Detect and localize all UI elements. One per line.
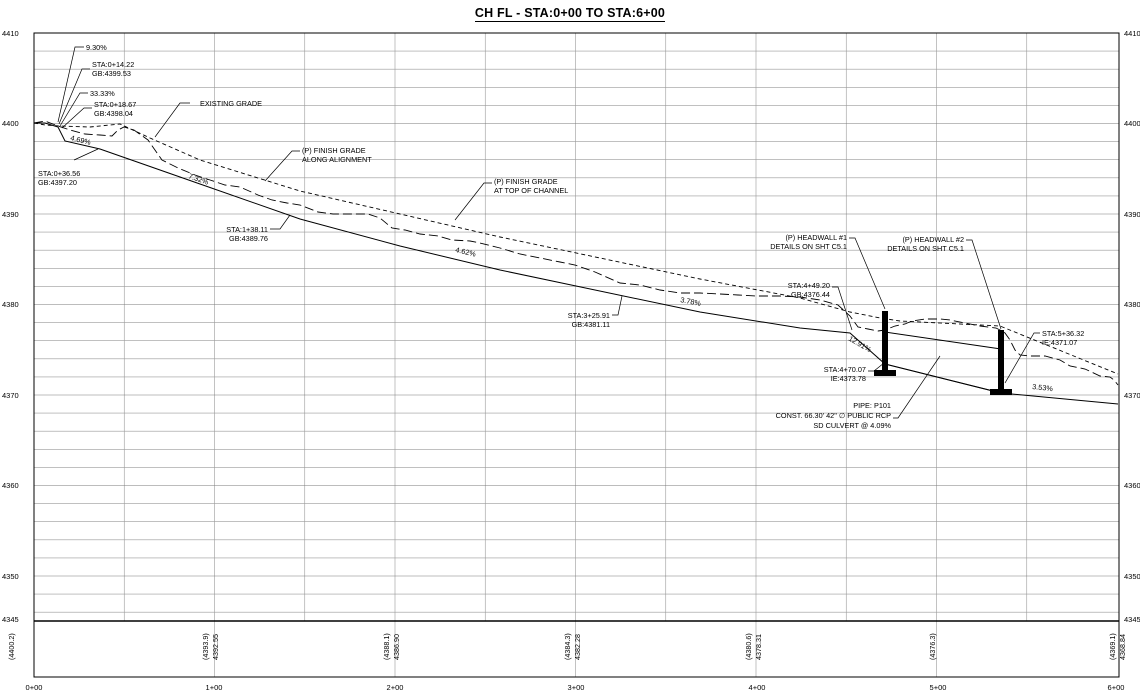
y-label-right: 4390 [1124,210,1140,219]
headwall-1 [874,311,896,376]
y-label-left: 4350 [2,572,19,581]
y-label-left: 4390 [2,210,19,219]
y-axis-left: 4410 4400 4390 4380 4370 4360 4350 4345 [2,29,19,624]
station-label: STA:1+38.11 [226,225,268,234]
slope-label: 3.78% [680,295,703,308]
y-label-left: 4410 [2,29,19,38]
grade-label: 9.30% [86,43,107,52]
x-label: 4+00 [749,683,766,692]
station-label: STA:3+25.91 [568,311,610,320]
y-label-left: 4370 [2,391,19,400]
band-existing-elev: (4384.3) [563,633,572,660]
y-label-right: 4360 [1124,481,1140,490]
x-label: 3+00 [568,683,585,692]
finish-grade-label: ALONG ALIGNMENT [302,155,372,164]
y-label-left: 4345 [2,615,19,624]
band-proposed-elev: 4378.31 [754,634,763,660]
finish-grade-channel-label: (P) FINISH GRADE [494,177,558,186]
pipe-p101-top [884,331,1002,350]
slope-label: 12.91% [847,334,873,354]
x-label: 6+00 [1108,683,1125,692]
slope-labels: 4.69% 7.32% 4.62% 3.78% 12.91% 3.53% [70,133,1054,393]
station-label: STA:0+18.67 [94,100,136,109]
existing-grade-label: EXISTING GRADE [200,99,262,108]
invert-label: IE:4371.07 [1042,338,1077,347]
pipe-label: SD CULVERT @ 4.09% [813,421,891,430]
slope-label: 7.32% [187,171,210,186]
y-label-right: 4350 [1124,572,1140,581]
y-label-left: 4380 [2,300,19,309]
band-existing-elev: (4393.9) [201,633,210,660]
y-label-right: 4400 [1124,119,1140,128]
band-existing-elev: (4369.1) [1108,633,1117,660]
profile-frame [33,32,1120,678]
band-proposed-elev: 4382.28 [573,634,582,660]
elevation-label: GB:4397.20 [38,178,77,187]
headwall-1-label: (P) HEADWALL #1 [786,233,848,242]
profile-title-text: CH FL - STA:0+00 TO STA:6+00 [474,6,666,22]
band-proposed-elev: 4386.90 [392,634,401,660]
station-label: STA:0+36.56 [38,169,80,178]
headwall-2-label: DETAILS ON SHT C5.1 [887,244,964,253]
elevation-label: GB:4398.04 [94,109,133,118]
station-label: STA:0+14.22 [92,60,134,69]
x-label: 0+00 [26,683,43,692]
elevation-label: GB:4381.11 [572,320,610,329]
headwall-2 [990,330,1012,395]
pipe-label: PIPE: P101 [853,401,891,410]
profile-title: CH FL - STA:0+00 TO STA:6+00 [0,6,1140,22]
station-label: STA:4+70.07 [824,365,866,374]
invert-label: IE:4373.78 [831,374,866,383]
leader-lines [57,46,1040,419]
grid [34,33,1119,677]
annotations: 9.30% STA:0+14.22 GB:4399.53 33.33% STA:… [38,43,1084,430]
elevation-label: GB:4376.44 [791,290,830,299]
station-label: STA:4+49.20 [788,281,830,290]
x-label: 1+00 [206,683,223,692]
finish-grade-label: (P) FINISH GRADE [302,146,366,155]
grade-label: 33.33% [90,89,115,98]
band-proposed-elev: 4368.84 [1118,634,1127,660]
x-label: 5+00 [930,683,947,692]
headwall-1-label: DETAILS ON SHT C5.1 [770,242,847,251]
elevation-band: (4400.2) (4393.9) 4392.55 (4388.1) 4386.… [7,633,1127,660]
band-existing-elev: (4376.3) [928,633,937,660]
slope-label: 4.62% [455,245,478,259]
y-label-right: 4370 [1124,391,1140,400]
finish-grade-channel-label: AT TOP OF CHANNEL [494,186,568,195]
y-label-left: 4400 [2,119,19,128]
y-label-left: 4360 [2,481,19,490]
station-label: STA:5+36.32 [1042,329,1084,338]
elevation-label: GB:4389.76 [229,234,268,243]
slope-label: 3.53% [1032,382,1054,393]
y-label-right: 4380 [1124,300,1140,309]
band-existing-elev: (4388.1) [382,633,391,660]
finish-grade-along-alignment [34,122,1119,405]
x-label: 2+00 [387,683,404,692]
elevation-label: GB:4399.53 [92,69,131,78]
pipe-label: CONST. 66.30' 42" ∅ PUBLIC RCP [776,411,892,420]
band-existing-elev: (4400.2) [7,633,16,660]
y-label-right: 4410 [1124,29,1140,38]
band-proposed-elev: 4392.55 [211,634,220,660]
y-axis-right: 4410 4400 4390 4380 4370 4360 4350 4345 [1124,29,1140,624]
band-existing-elev: (4380.6) [744,633,753,660]
y-label-right: 4345 [1124,615,1140,624]
x-axis: 0+00 1+00 2+00 3+00 4+00 5+00 6+00 [26,683,1125,692]
headwall-2-label: (P) HEADWALL #2 [903,235,965,244]
pipe-p101-bottom [884,363,1002,394]
